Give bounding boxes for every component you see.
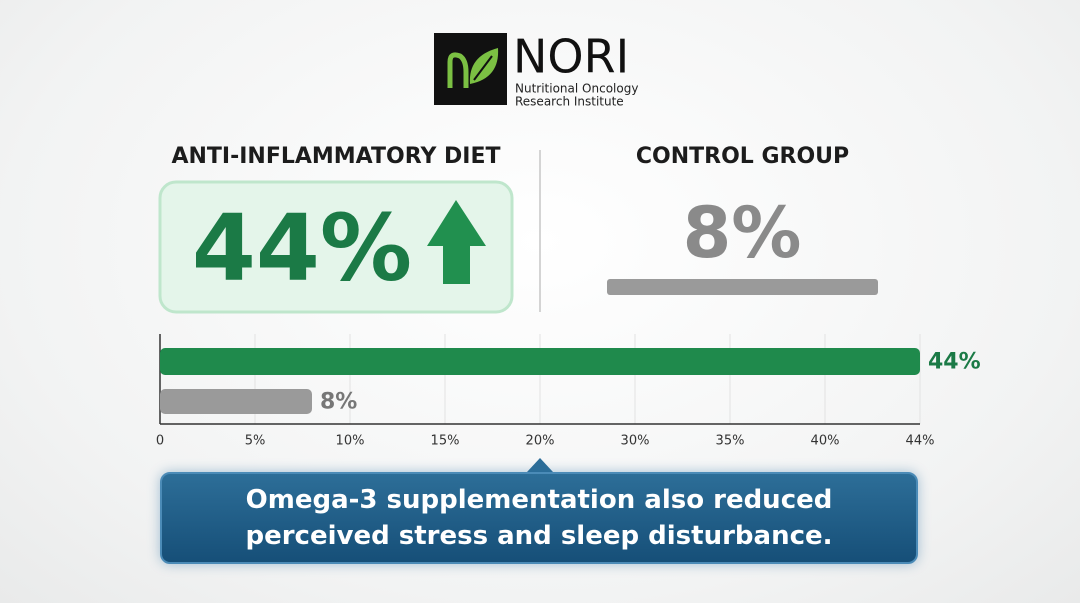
logo-text: NORI bbox=[513, 30, 629, 84]
logo-vein bbox=[473, 55, 493, 81]
logo-box bbox=[434, 33, 507, 105]
callout: Omega-3 supplementation also reduced per… bbox=[160, 472, 918, 564]
x-tick-label: 10% bbox=[336, 434, 365, 449]
bar bbox=[160, 389, 312, 414]
value-label: 44% bbox=[928, 350, 981, 375]
callout-pointer bbox=[527, 458, 553, 472]
x-tick-label: 44% bbox=[906, 434, 935, 449]
logo-n bbox=[447, 52, 469, 88]
bar bbox=[160, 348, 920, 375]
x-tick-label: 20% bbox=[526, 434, 555, 449]
x-tick-label: 35% bbox=[716, 434, 745, 449]
group-heading: CONTROL GROUP bbox=[635, 144, 850, 169]
logo-subtitle: Nutritional Oncology bbox=[515, 82, 638, 96]
logo-subtitle: Research Institute bbox=[515, 95, 624, 109]
x-tick-label: 30% bbox=[621, 434, 650, 449]
big-value: 8% bbox=[683, 192, 802, 274]
decor-bar bbox=[607, 279, 878, 295]
big-value: 44% bbox=[192, 194, 412, 301]
value-label: 8% bbox=[320, 390, 357, 415]
x-tick-label: 40% bbox=[811, 434, 840, 449]
x-tick-label: 15% bbox=[431, 434, 460, 449]
highlight-card bbox=[158, 180, 514, 314]
up-arrow bbox=[427, 200, 486, 284]
group-heading: ANTI-INFLAMMATORY DIET bbox=[171, 144, 501, 169]
x-tick-label: 5% bbox=[245, 434, 266, 449]
x-tick-label: 0 bbox=[156, 434, 164, 449]
